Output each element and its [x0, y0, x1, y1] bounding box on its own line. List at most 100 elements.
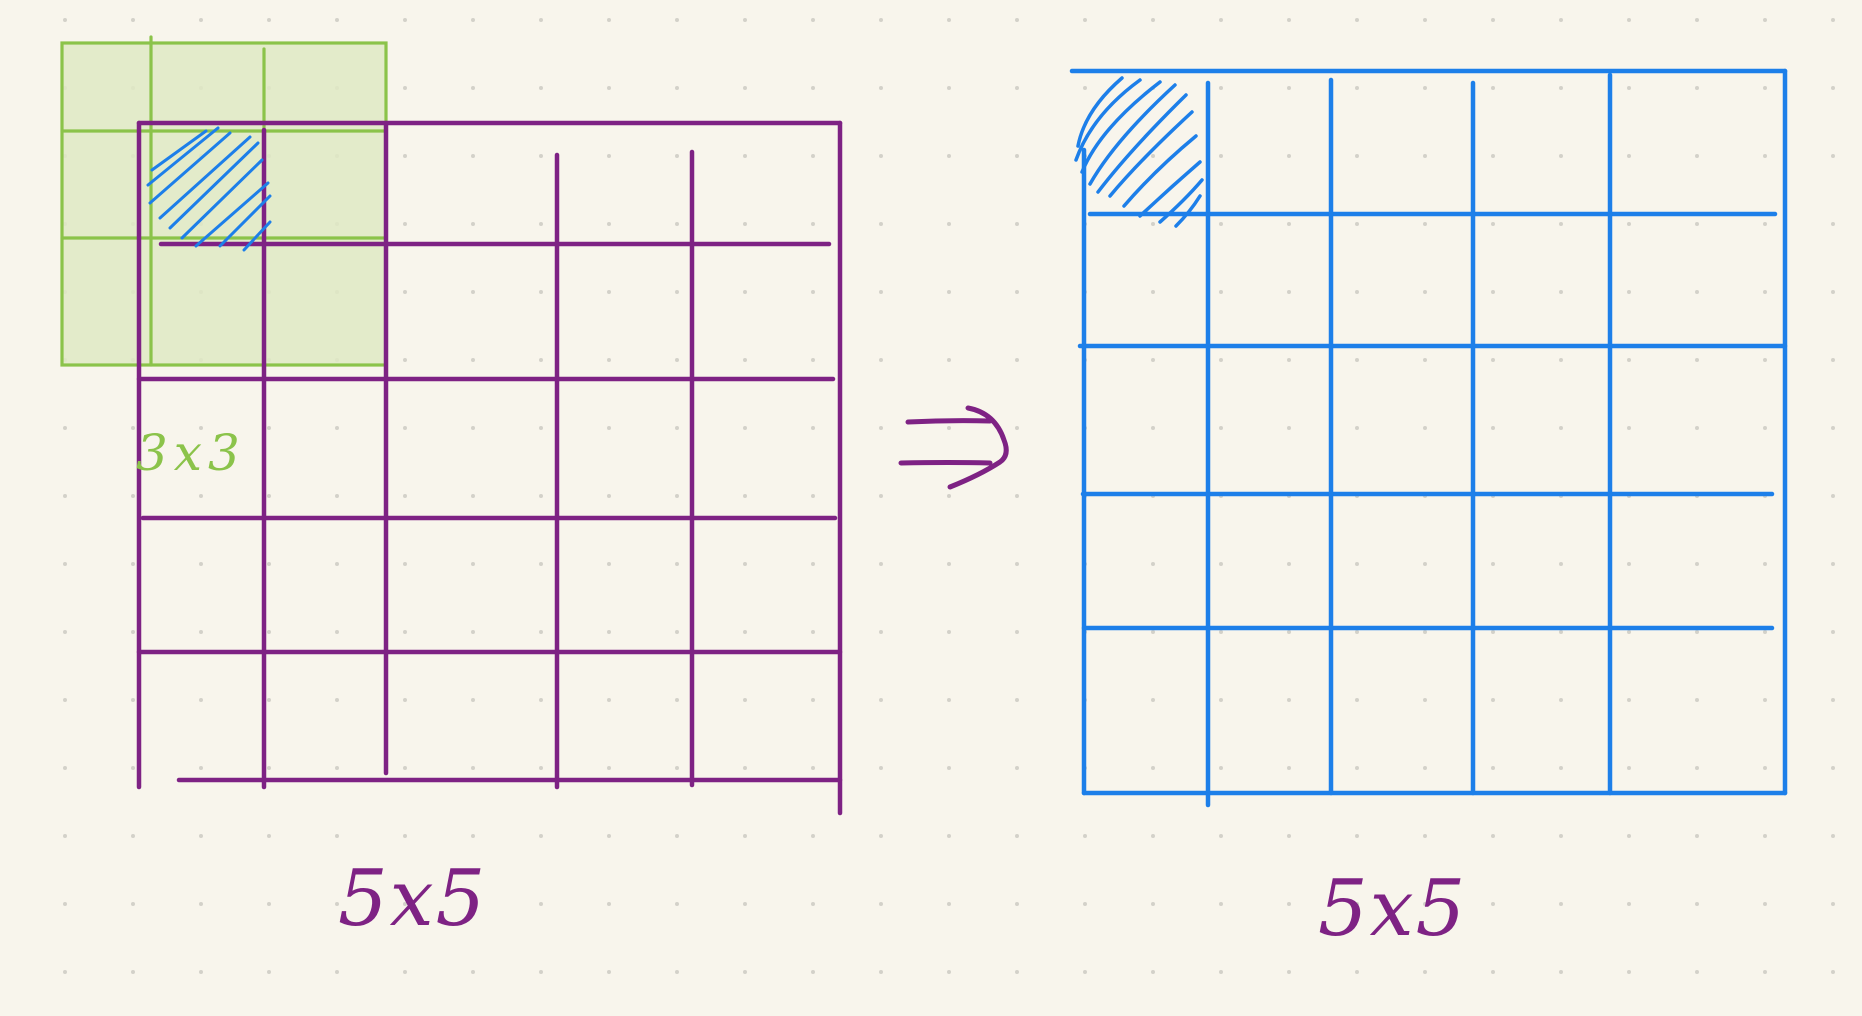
background-dot — [1423, 902, 1427, 906]
background-dot — [1559, 290, 1563, 294]
kernel-size-label: 3x3 — [136, 424, 246, 482]
background-dot — [1491, 426, 1495, 430]
background-dot — [607, 630, 611, 634]
kernel-3x3 — [60, 35, 388, 367]
background-dot — [63, 766, 67, 770]
background-dot — [947, 834, 951, 838]
background-dot — [1627, 18, 1631, 22]
background-dot — [879, 18, 883, 22]
background-dot — [1151, 630, 1155, 634]
background-dot — [335, 562, 339, 566]
background-dot — [1695, 290, 1699, 294]
background-dot — [1695, 698, 1699, 702]
background-dot — [607, 562, 611, 566]
background-dot — [947, 766, 951, 770]
background-dot — [1015, 222, 1019, 226]
background-dot — [811, 290, 815, 294]
background-dot — [539, 222, 543, 226]
background-dot — [1627, 154, 1631, 158]
background-dot — [63, 698, 67, 702]
background-dot — [335, 766, 339, 770]
background-dot — [947, 698, 951, 702]
background-dot — [199, 18, 203, 22]
background-dot — [1423, 154, 1427, 158]
background-dot — [471, 18, 475, 22]
background-dot — [1355, 290, 1359, 294]
background-dot — [1627, 902, 1631, 906]
background-dot — [607, 358, 611, 362]
background-dot — [539, 86, 543, 90]
background-dot — [1695, 562, 1699, 566]
background-dot — [1491, 290, 1495, 294]
background-dot — [947, 902, 951, 906]
background-dot — [1695, 222, 1699, 226]
background-dot — [743, 902, 747, 906]
background-dot — [1287, 698, 1291, 702]
background-dot — [1831, 18, 1835, 22]
background-dot — [1831, 834, 1835, 838]
background-dot — [403, 222, 407, 226]
background-dot — [539, 290, 543, 294]
background-dot — [1355, 834, 1359, 838]
background-dot — [1763, 562, 1767, 566]
background-dot — [1287, 766, 1291, 770]
background-dot — [1151, 834, 1155, 838]
background-dot — [879, 698, 883, 702]
background-dot — [471, 154, 475, 158]
background-dot — [811, 970, 815, 974]
background-dot — [743, 698, 747, 702]
background-dot — [1151, 154, 1155, 158]
background-dot — [335, 834, 339, 838]
background-dot — [403, 902, 407, 906]
background-dot — [675, 426, 679, 430]
background-dot — [1763, 902, 1767, 906]
background-dot — [607, 222, 611, 226]
background-dot — [1219, 834, 1223, 838]
background-dot — [1355, 902, 1359, 906]
background-dot — [267, 834, 271, 838]
background-dot — [1763, 154, 1767, 158]
background-dot — [1559, 562, 1563, 566]
background-dot — [1831, 562, 1835, 566]
background-dot — [1287, 154, 1291, 158]
background-dot — [879, 970, 883, 974]
background-dot — [1151, 426, 1155, 430]
background-dot — [1695, 86, 1699, 90]
background-dot — [879, 86, 883, 90]
background-dot — [675, 766, 679, 770]
background-dot — [1015, 630, 1019, 634]
background-dot — [1151, 290, 1155, 294]
background-dot — [1015, 698, 1019, 702]
background-dot — [947, 630, 951, 634]
background-dot — [1695, 426, 1699, 430]
background-dot — [403, 766, 407, 770]
background-dot — [471, 358, 475, 362]
background-dot — [1423, 18, 1427, 22]
background-dot — [879, 834, 883, 838]
background-dot — [811, 630, 815, 634]
background-dot — [1083, 970, 1087, 974]
background-dot — [1491, 86, 1495, 90]
background-dot — [1627, 358, 1631, 362]
background-dot — [63, 834, 67, 838]
background-dot — [1355, 562, 1359, 566]
background-dot — [675, 358, 679, 362]
background-dot — [1015, 426, 1019, 430]
background-dot — [1559, 222, 1563, 226]
input-hatch-mark — [146, 126, 272, 252]
background-dot — [335, 630, 339, 634]
background-dot — [131, 562, 135, 566]
background-dot — [1287, 358, 1291, 362]
background-dot — [1831, 902, 1835, 906]
background-dot — [1763, 698, 1767, 702]
background-dot — [539, 358, 543, 362]
background-dot — [1151, 902, 1155, 906]
background-dot — [1763, 970, 1767, 974]
background-dot — [1695, 902, 1699, 906]
background-dot — [743, 970, 747, 974]
background-dot — [471, 630, 475, 634]
background-dot — [811, 834, 815, 838]
background-dot — [1083, 18, 1087, 22]
background-dot — [1491, 562, 1495, 566]
background-dot — [743, 154, 747, 158]
